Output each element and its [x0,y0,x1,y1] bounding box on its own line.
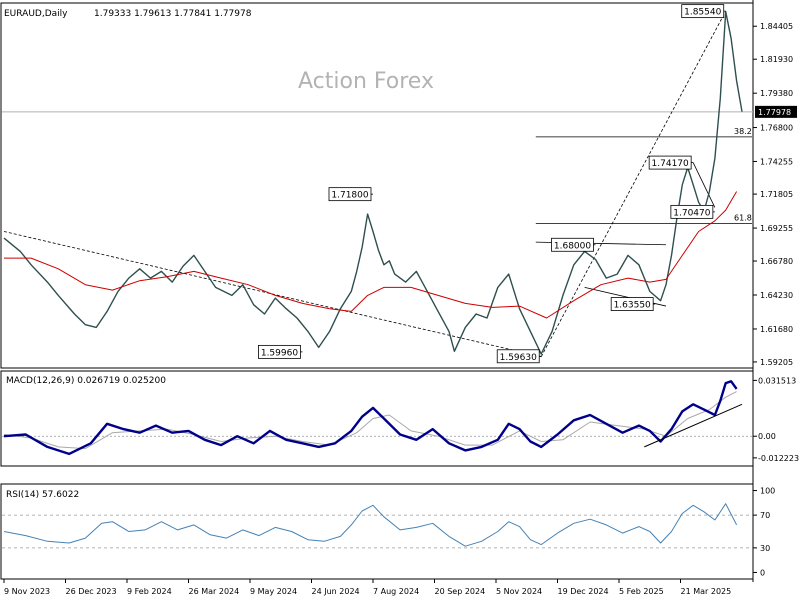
price-y-tick-label: 1.79380 [760,89,793,98]
price-y-tick-label: 1.84405 [760,22,793,31]
x-tick-label: 19 Dec 2024 [558,587,609,596]
annotation-box [648,155,692,170]
x-tick-label: 5 Nov 2024 [496,587,542,596]
price-panel-frame [0,2,754,369]
annotation-box [670,204,714,219]
annotation-label: 1.70470 [673,208,710,218]
annotation-label: 1.85540 [684,8,721,18]
price-y-tick-label: 1.66780 [760,257,793,266]
price-y-tick-label: 1.81930 [760,55,793,64]
annotation-label: 1.68000 [554,241,591,251]
rsi-y-tick-label: 70 [760,511,770,520]
price-y-tick-label: 1.71805 [760,190,793,199]
last-price-box [755,105,797,118]
annotation-box [258,344,301,359]
annotation-box [496,349,540,364]
annotation-label: 1.71800 [331,191,368,201]
x-tick-label: 7 Aug 2024 [373,587,419,596]
annotation-box [681,4,725,19]
annotation-box [551,237,594,252]
macd-y-tick-label: 0.00 [758,432,776,441]
last-price-label: 1.77978 [758,108,791,117]
rsi-y-tick-label: 30 [760,544,770,553]
macd-signal-line [3,391,737,450]
x-tick-label: 24 Jun 2024 [312,587,360,596]
macd-trendline [644,403,743,448]
macd-label: MACD(12,26,9) 0.026719 0.025200 [6,376,166,386]
annotation-label: 1.59960 [261,348,298,358]
rsi-y-tick-label: 0 [760,568,765,577]
rsi-label: RSI(14) 57.6022 [6,490,79,500]
price-series-line [3,10,743,355]
annotation-label: 1.74170 [652,159,689,169]
price-y-tick-label: 1.76800 [760,124,793,133]
fib-level-label: 61.8 [734,213,752,222]
x-tick-label: 26 Mar 2024 [189,587,240,596]
ohlc-readout: 1.79333 1.79613 1.77841 1.77978 [94,9,252,19]
annotation-label: 1.59630 [500,353,537,363]
watermark: Action Forex [298,69,434,94]
price-y-tick-label: 1.64230 [760,291,793,300]
fib-level-label: 38.2 [734,127,752,136]
price-y-tick-label: 1.61680 [760,325,793,334]
price-y-tick-label: 1.74255 [760,157,793,166]
price-trendline [540,10,727,357]
chart-title: EURAUD,Daily [4,9,68,19]
x-tick-label: 9 May 2024 [250,587,297,596]
rsi-y-tick-label: 100 [760,487,775,496]
x-tick-label: 20 Sep 2024 [435,587,486,596]
rsi-panel-frame [0,483,754,580]
x-tick-label: 26 Dec 2023 [66,587,117,596]
annotation-label: 1.63550 [614,301,651,311]
annotation-box [328,187,372,202]
annotation-box [610,297,654,311]
macd-line [3,380,738,456]
x-tick-label: 5 Feb 2025 [619,587,664,596]
moving-average-line [4,191,738,319]
price-y-tick-label: 1.69255 [760,224,793,233]
macd-y-tick-label: -0.012223 [758,454,799,463]
macd-y-tick-label: 0.031513 [758,376,796,385]
price-trendline [692,162,716,208]
rsi-line [3,503,738,547]
x-tick-label: 9 Feb 2024 [127,587,172,596]
x-tick-label: 9 Nov 2023 [4,587,50,596]
x-tick-label: 21 Mar 2025 [681,587,732,596]
price-y-tick-label: 1.59205 [760,358,793,367]
